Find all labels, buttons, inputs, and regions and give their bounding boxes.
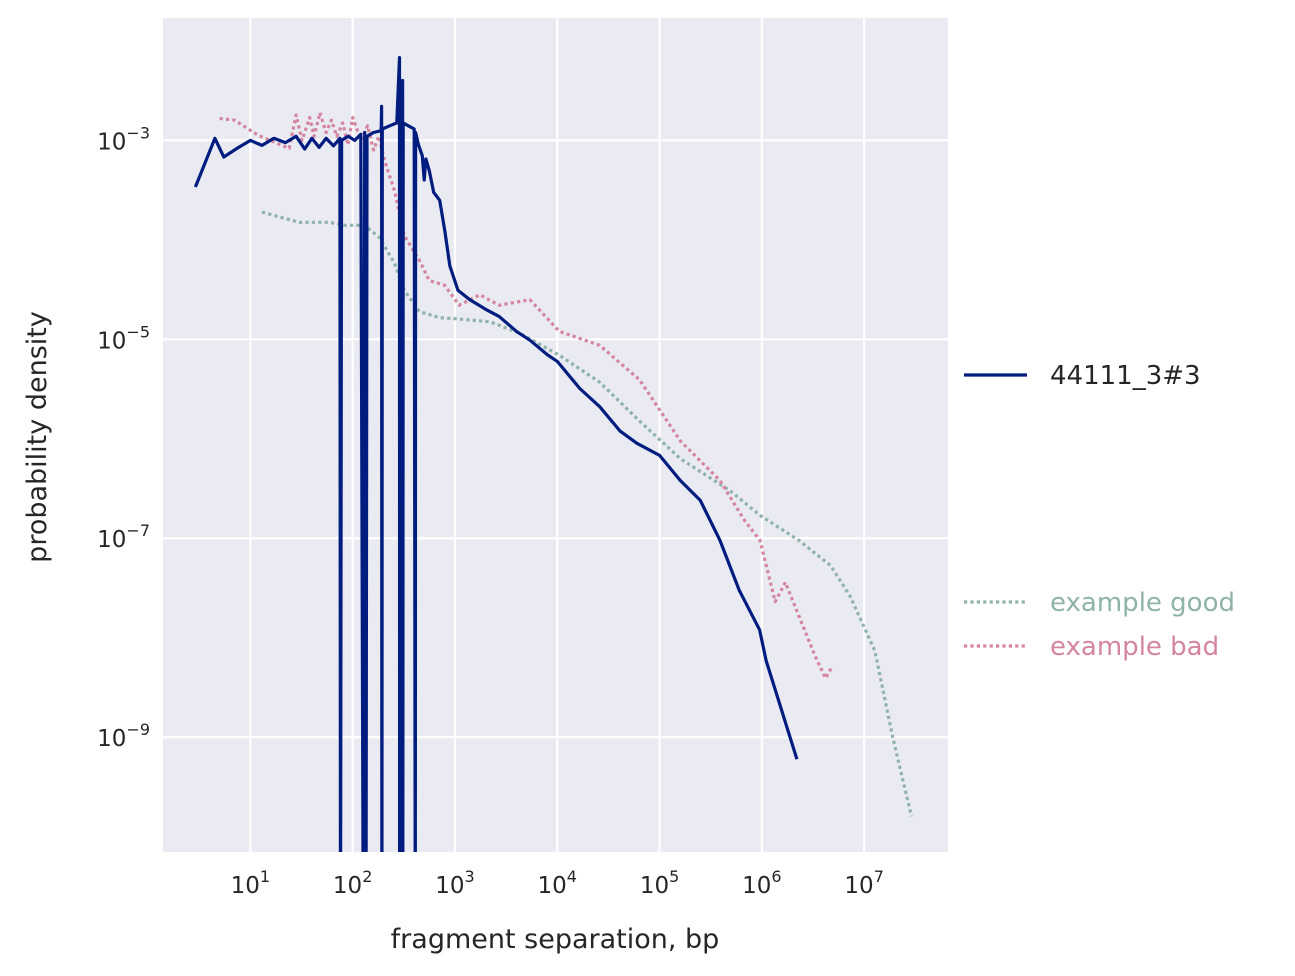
y-tick-label: 10−9 <box>97 720 150 752</box>
x-tick-labels: 101 102 103 104 105 106 107 <box>231 867 884 899</box>
y-tick-labels: 10−3 10−5 10−7 10−9 <box>97 123 150 752</box>
x-axis-label: fragment separation, bp <box>391 924 720 955</box>
y-tick-label: 10−7 <box>97 521 150 553</box>
grid <box>163 18 948 852</box>
y-tick-label: 10−5 <box>97 322 150 354</box>
x-tick-label: 101 <box>231 867 270 899</box>
series-layer <box>193 56 914 852</box>
legend-label: example good <box>1050 588 1235 618</box>
x-tick-label: 102 <box>333 867 372 899</box>
x-tick-label: 106 <box>742 867 781 899</box>
x-tick-label: 105 <box>640 867 679 899</box>
plot-background <box>163 18 948 852</box>
x-tick-label: 103 <box>435 867 474 899</box>
series-line-44111-3-3 <box>193 56 799 852</box>
legend-label: example bad <box>1050 632 1219 662</box>
legend-label: 44111_3#3 <box>1050 361 1201 391</box>
x-tick-label: 107 <box>844 867 883 899</box>
y-axis-label: probability density <box>22 311 53 563</box>
x-tick-label: 104 <box>538 867 577 899</box>
y-tick-label: 10−3 <box>97 123 150 155</box>
